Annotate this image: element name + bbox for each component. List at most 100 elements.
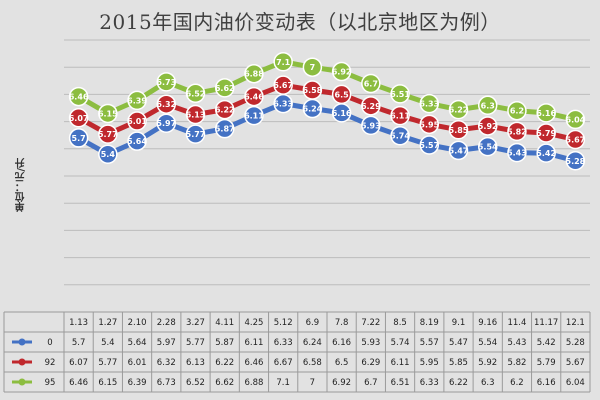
data-label-92: 6.32 bbox=[156, 100, 176, 109]
table-cell: 6.58 bbox=[303, 358, 322, 368]
data-label-95: 6.39 bbox=[127, 96, 147, 105]
point-92 bbox=[536, 123, 556, 143]
point-95 bbox=[331, 61, 352, 82]
table-cell: 5.67 bbox=[566, 358, 585, 368]
point-95 bbox=[565, 109, 586, 130]
point-92 bbox=[507, 121, 527, 142]
table-cell: 6.39 bbox=[128, 378, 147, 388]
x-tick-label: 11.4 bbox=[507, 318, 526, 328]
table-cell: 5.77 bbox=[98, 358, 117, 368]
data-label-0: 5.74 bbox=[390, 132, 410, 141]
point-0 bbox=[244, 105, 264, 126]
data-label-95: 6.88 bbox=[244, 70, 264, 79]
table-cell: 5.97 bbox=[157, 338, 176, 348]
legend-label-95: 95 bbox=[45, 378, 56, 388]
point-92 bbox=[448, 120, 469, 140]
data-label-95: 6.22 bbox=[449, 106, 469, 115]
data-label-0: 5.87 bbox=[215, 125, 235, 134]
point-0 bbox=[565, 151, 586, 171]
table-cell: 6.22 bbox=[449, 378, 468, 388]
data-label-92: 5.67 bbox=[566, 136, 586, 145]
point-95 bbox=[98, 103, 118, 124]
table-cell: 6.46 bbox=[69, 378, 88, 388]
table-cell: 6.13 bbox=[186, 358, 205, 368]
table-cell: 5.77 bbox=[186, 338, 205, 348]
data-label-95: 6.04 bbox=[566, 115, 586, 124]
legend-label-92: 92 bbox=[45, 358, 56, 368]
data-label-95: 6.3 bbox=[481, 101, 495, 110]
x-tick-label: 8.19 bbox=[420, 318, 439, 328]
data-label-0: 5.54 bbox=[478, 143, 498, 152]
data-label-95: 6.33 bbox=[419, 100, 439, 109]
x-tick-label: 12.1 bbox=[566, 318, 585, 328]
point-92 bbox=[331, 84, 352, 105]
point-0 bbox=[477, 136, 498, 157]
table-cell: 5.54 bbox=[478, 338, 497, 348]
table-cell: 5.4 bbox=[101, 338, 115, 348]
data-label-95: 6.51 bbox=[390, 90, 410, 99]
data-label-0: 5.97 bbox=[156, 119, 176, 128]
table-cell: 6.92 bbox=[332, 378, 351, 388]
table-cell: 6.46 bbox=[244, 358, 263, 368]
point-95 bbox=[244, 63, 264, 84]
point-95 bbox=[419, 93, 440, 114]
data-label-0: 6.33 bbox=[273, 100, 293, 109]
point-92 bbox=[214, 99, 235, 120]
table-cell: 5.43 bbox=[507, 338, 526, 348]
data-label-92: 5.95 bbox=[419, 120, 439, 129]
table-cell: 5.7 bbox=[72, 338, 86, 348]
point-92 bbox=[156, 94, 177, 114]
data-label-95: 6.46 bbox=[69, 93, 89, 102]
x-tick-label: 1.27 bbox=[98, 318, 117, 328]
data-label-92: 6.29 bbox=[361, 102, 381, 111]
point-95 bbox=[448, 99, 469, 120]
point-95 bbox=[273, 52, 293, 72]
x-tick-label: 7.8 bbox=[335, 318, 349, 328]
point-92 bbox=[68, 108, 89, 128]
data-label-92: 5.92 bbox=[478, 122, 498, 131]
x-tick-label: 2.10 bbox=[128, 318, 147, 328]
data-label-0: 5.57 bbox=[419, 141, 439, 150]
point-92 bbox=[273, 75, 293, 95]
table-cell: 5.85 bbox=[449, 358, 468, 368]
x-tick-label: 9.1 bbox=[452, 318, 466, 328]
point-95 bbox=[214, 78, 235, 98]
data-label-92: 6.67 bbox=[273, 81, 293, 90]
legend-marker-92 bbox=[18, 358, 26, 366]
point-0 bbox=[185, 124, 206, 144]
point-92 bbox=[419, 114, 440, 135]
point-92 bbox=[127, 111, 147, 131]
point-0 bbox=[127, 131, 147, 151]
x-tick-label: 4.25 bbox=[244, 318, 263, 328]
table-cell: 6.52 bbox=[186, 378, 205, 388]
point-0 bbox=[507, 142, 527, 163]
data-label-92: 5.82 bbox=[507, 127, 527, 136]
table-cell: 6.67 bbox=[274, 358, 293, 368]
data-label-95: 6.16 bbox=[536, 109, 556, 118]
point-92 bbox=[565, 129, 586, 150]
point-92 bbox=[185, 104, 206, 125]
table-cell: 6.15 bbox=[98, 378, 117, 388]
data-label-92: 5.79 bbox=[536, 129, 556, 138]
point-0 bbox=[156, 113, 177, 133]
table-cell: 6.73 bbox=[157, 378, 176, 388]
table-cell: 5.57 bbox=[420, 338, 439, 348]
x-tick-label: 2.28 bbox=[157, 318, 176, 328]
point-95 bbox=[507, 100, 527, 121]
table-cell: 6.01 bbox=[128, 358, 147, 368]
series-markers: 5.7 5.4 5.64 5.97 5.77 5.87 6.11 6.33 6.24 6.16 5.… bbox=[68, 52, 586, 171]
point-0 bbox=[536, 143, 556, 163]
table-cell: 5.74 bbox=[391, 338, 410, 348]
table-cell: 6.24 bbox=[303, 338, 322, 348]
data-label-95: 6.73 bbox=[156, 78, 176, 87]
table-cell: 7 bbox=[310, 378, 315, 388]
data-label-0: 6.11 bbox=[244, 112, 264, 121]
point-0 bbox=[68, 128, 89, 148]
table-cell: 5.79 bbox=[537, 358, 556, 368]
data-label-95: 6.2 bbox=[510, 107, 524, 116]
data-label-92: 6.11 bbox=[390, 112, 410, 121]
table-cell: 6.62 bbox=[215, 378, 234, 388]
point-92 bbox=[361, 96, 381, 116]
table-cell: 5.87 bbox=[215, 338, 234, 348]
